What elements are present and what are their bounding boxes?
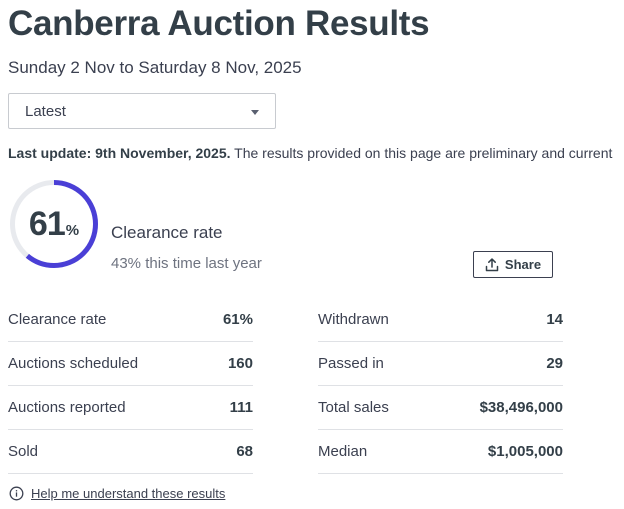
- info-icon: [9, 486, 24, 501]
- ring-percent-number: 61: [28, 204, 66, 243]
- stat-label: Auctions scheduled: [8, 355, 139, 372]
- clearance-rate-label: Clearance rate: [111, 223, 223, 242]
- caret-down-icon: [251, 110, 259, 115]
- stat-row-total-sales: Total sales $38,496,000: [318, 386, 563, 430]
- date-range: Sunday 2 Nov to Saturday 8 Nov, 2025: [8, 58, 302, 77]
- stats-right: Withdrawn 14 Passed in 29 Total sales $3…: [318, 298, 563, 474]
- stat-value: 29: [546, 355, 563, 372]
- stat-row-sold: Sold 68: [8, 430, 253, 474]
- ring-progress: [10, 180, 98, 268]
- stat-label: Auctions reported: [8, 399, 126, 416]
- stat-label: Withdrawn: [318, 311, 389, 328]
- ring-value: 61%: [8, 178, 100, 270]
- last-update-text: The results provided on this page are pr…: [230, 145, 613, 161]
- stat-label: Clearance rate: [8, 311, 107, 328]
- stat-value: 68: [236, 443, 253, 460]
- help-section: Help me understand these results: [9, 486, 225, 501]
- stat-value: $38,496,000: [479, 399, 563, 416]
- clearance-ring: 61%: [8, 178, 100, 270]
- stat-row-clearance-rate: Clearance rate 61%: [8, 298, 253, 342]
- stat-label: Sold: [8, 443, 39, 460]
- clearance-ring-chart: [10, 180, 98, 268]
- stat-row-withdrawn: Withdrawn 14: [318, 298, 563, 342]
- stat-row-passed-in: Passed in 29: [318, 342, 563, 386]
- stat-value: 111: [229, 399, 253, 416]
- stat-value: 14: [546, 311, 563, 328]
- clearance-last-year: 43% this time last year: [111, 255, 262, 272]
- stat-value: 61%: [222, 311, 253, 328]
- last-update: Last update: 9th November, 2025. The res…: [8, 145, 612, 161]
- week-select-value: Latest: [25, 103, 66, 120]
- ring-percent-unit: %: [65, 221, 80, 239]
- stats-left: Clearance rate 61% Auctions scheduled 16…: [8, 298, 253, 474]
- help-link[interactable]: Help me understand these results: [31, 486, 226, 501]
- stat-row-auctions-scheduled: Auctions scheduled 160: [8, 342, 253, 386]
- stat-value: $1,005,000: [487, 443, 563, 460]
- stat-row-auctions-reported: Auctions reported 111: [8, 386, 253, 430]
- stat-value: 160: [227, 355, 253, 372]
- stat-label: Total sales: [318, 399, 389, 416]
- stat-row-median: Median $1,005,000: [318, 430, 563, 474]
- page-title: Canberra Auction Results: [8, 4, 430, 43]
- stat-label: Median: [318, 443, 368, 460]
- share-upload-icon: [485, 257, 499, 271]
- stat-label: Passed in: [318, 355, 384, 372]
- share-button[interactable]: Share: [473, 251, 553, 278]
- last-update-label: Last update: 9th November, 2025.: [8, 145, 231, 161]
- week-select[interactable]: Latest: [8, 93, 276, 129]
- share-label: Share: [504, 257, 542, 272]
